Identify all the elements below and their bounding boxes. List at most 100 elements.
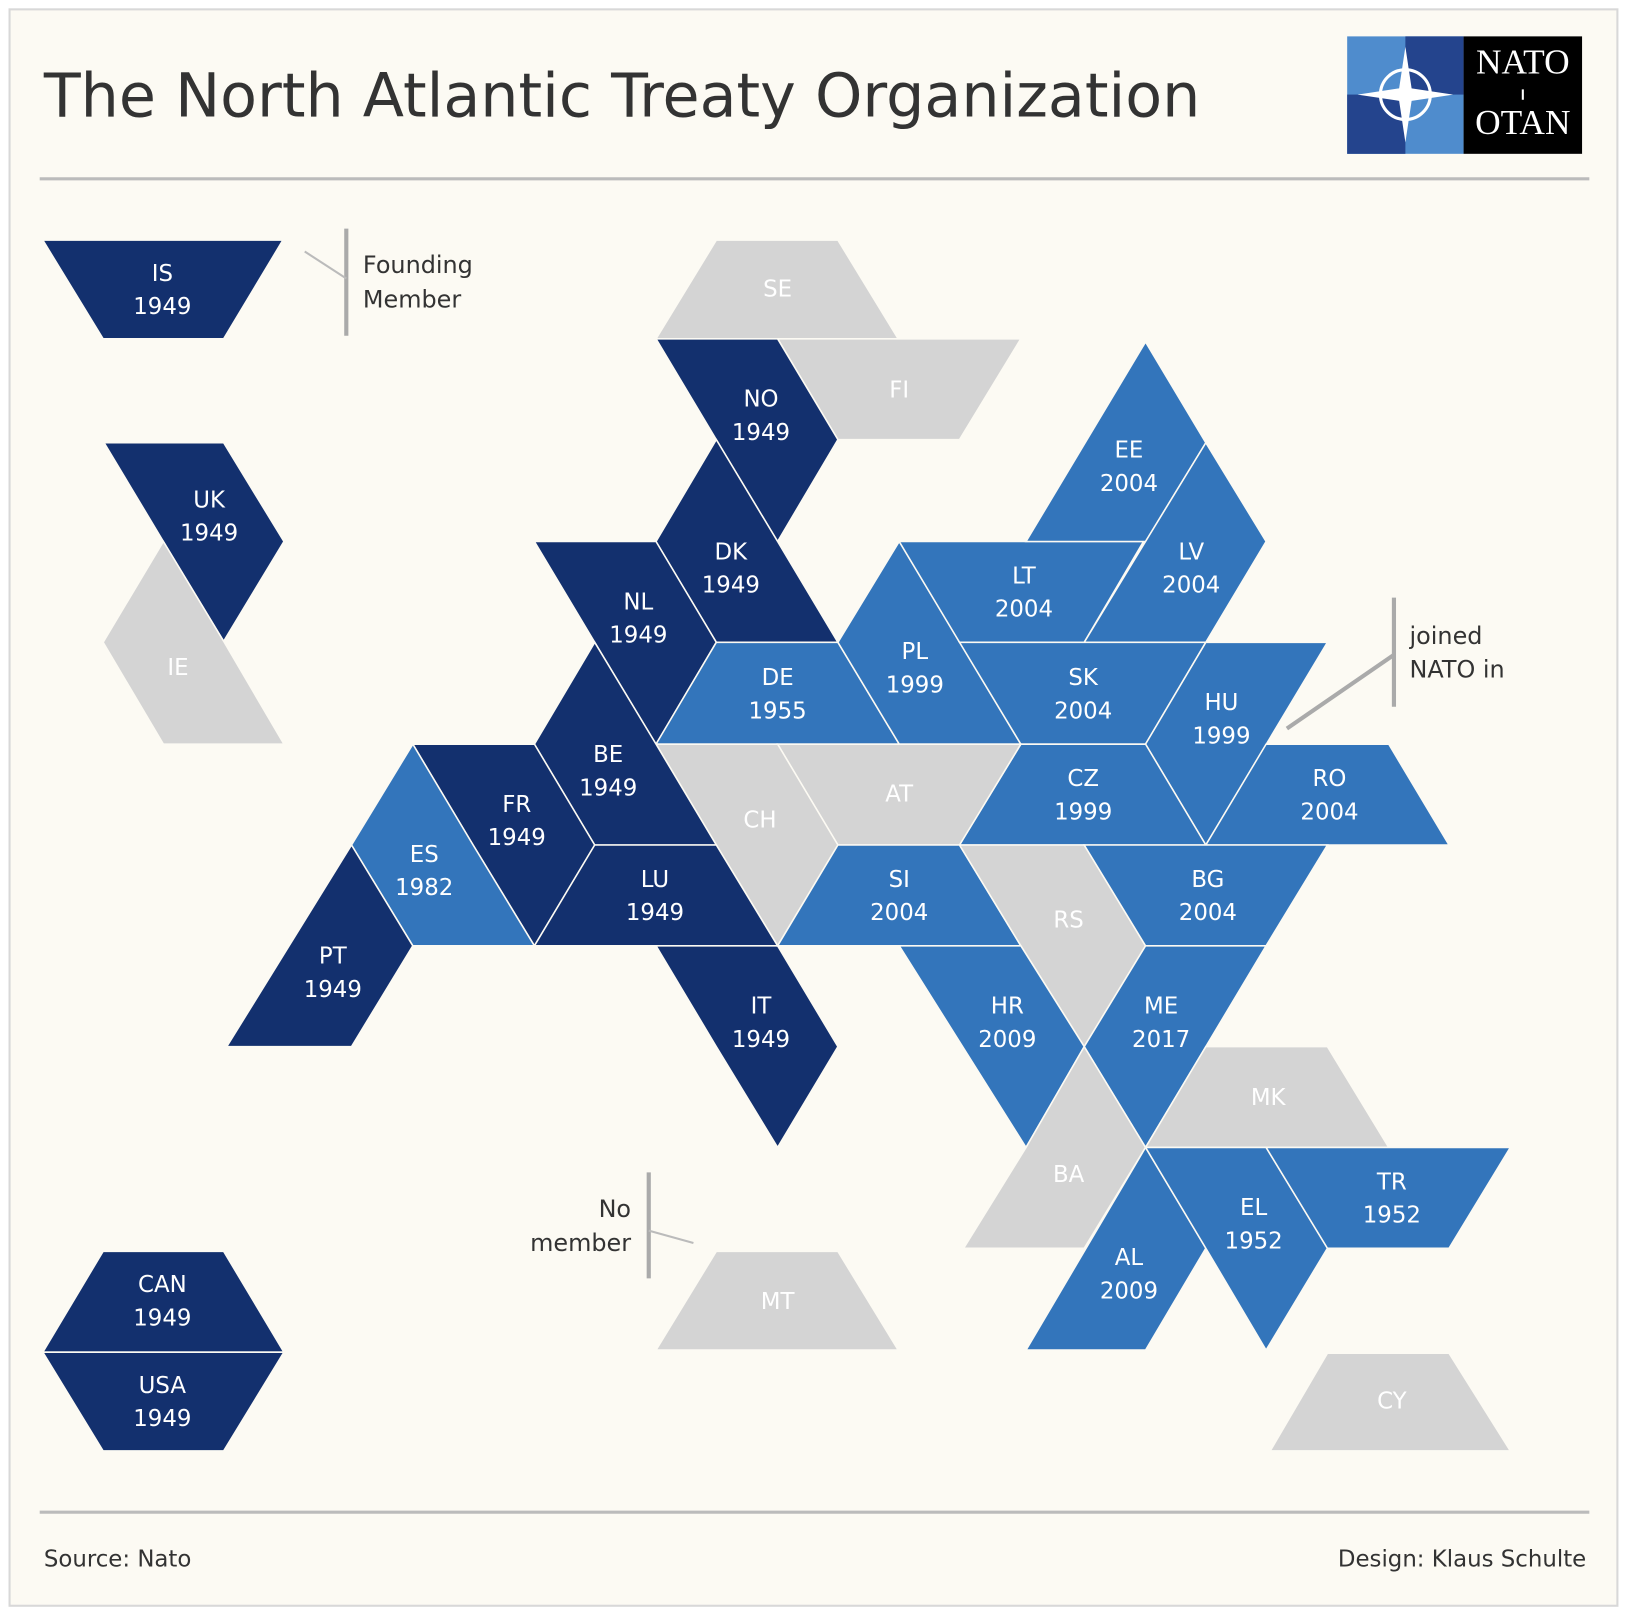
tile-shape	[962, 1045, 1147, 1250]
tile-shape	[102, 441, 285, 643]
tile: NO 1949	[654, 338, 839, 544]
logo-blue-dark	[1405, 36, 1464, 95]
tile-year: 1999	[1192, 723, 1250, 749]
tile: DE 1955	[654, 641, 901, 745]
tile-year: 1949	[304, 977, 362, 1003]
tile-year: 2009	[1100, 1278, 1158, 1304]
tile-year: 1955	[749, 698, 807, 724]
tile-shape	[225, 843, 414, 1048]
tile-year: 2004	[995, 597, 1053, 623]
annotation: member	[530, 1229, 631, 1257]
tile-shape	[350, 742, 536, 947]
logo-blue-dark	[1347, 94, 1406, 154]
tile-shape	[654, 338, 839, 544]
tile-code: SI	[889, 867, 910, 893]
tile-year: 1949	[732, 420, 790, 446]
tile-shape	[41, 239, 285, 340]
tile-code: ES	[410, 842, 439, 868]
tile-code: USA	[139, 1373, 187, 1399]
tile: SK 2004	[958, 641, 1208, 745]
tile-year: 1999	[1054, 799, 1112, 825]
tile: AL 2009	[1024, 1145, 1207, 1351]
tiles: IS 1949 UK 1949 IE SE FI NO 1949 DK 1949 NL 1949 DE 19…	[41, 239, 1512, 1452]
annotation: NATO in	[1410, 655, 1505, 683]
footer-source: Source: Nato	[44, 1547, 192, 1573]
tile-year: 1949	[180, 521, 238, 547]
tile: ME 2017	[1083, 945, 1268, 1149]
tile: USA 1949	[41, 1351, 286, 1452]
tile-code: BA	[1053, 1162, 1085, 1188]
logo-star	[1357, 46, 1454, 143]
tile: UK 1949	[102, 441, 285, 643]
tile: EE 2004	[1024, 340, 1207, 543]
footer-design: Design: Klaus Schulte	[1338, 1547, 1586, 1573]
tile: MT	[654, 1250, 900, 1351]
logo-otan: OTAN	[1475, 103, 1570, 142]
tile-code: SE	[763, 276, 792, 302]
tile-code: RO	[1313, 766, 1347, 792]
tile-code: HR	[991, 994, 1024, 1020]
tile-code: TR	[1376, 1169, 1407, 1195]
tile-year: 1949	[488, 825, 546, 851]
tile-code: UK	[193, 487, 226, 513]
tile: BE 1949	[533, 640, 718, 846]
tile-code: IE	[167, 655, 188, 681]
tile-year: 1982	[395, 875, 453, 901]
tile-shape	[41, 1351, 286, 1452]
tile-year: 1949	[702, 573, 760, 599]
tile-year: 2004	[1100, 471, 1158, 497]
tile: DK 1949	[655, 438, 840, 644]
logo: NATO OTAN	[1347, 36, 1583, 154]
tile: CZ 1999	[958, 743, 1208, 846]
tile: IE	[102, 539, 286, 745]
tile-code: MT	[761, 1289, 796, 1315]
tile-year: 1949	[732, 1027, 790, 1053]
tile-year: 2017	[1132, 1027, 1190, 1053]
annotation-leader	[1285, 653, 1396, 731]
tile-year: 1952	[1225, 1228, 1283, 1254]
tile: LU 1949	[533, 844, 780, 947]
tile-code: HU	[1204, 690, 1238, 716]
tile: EL 1952	[1144, 1146, 1329, 1352]
annotation-leader	[304, 250, 347, 280]
tile-code: FI	[889, 377, 909, 403]
tile-shape	[1144, 1146, 1329, 1352]
annotation: Member	[363, 285, 461, 313]
tile-code: IS	[152, 261, 173, 287]
tile: BA	[962, 1045, 1147, 1250]
tile-year: 1949	[133, 294, 191, 320]
tile: IS 1949	[41, 239, 285, 340]
tile-year: 2004	[870, 900, 928, 926]
tile-year: 1949	[133, 1406, 191, 1432]
tile: CAN 1949	[41, 1250, 286, 1353]
tile-year: 1949	[133, 1305, 191, 1331]
tile-code: LU	[641, 867, 669, 893]
tile-code: AL	[1115, 1245, 1144, 1271]
tile-year: 1949	[626, 900, 684, 926]
tile: LV 2004	[1082, 441, 1268, 644]
tile: RO 2004	[1204, 743, 1451, 846]
tile-code: CZ	[1067, 766, 1099, 792]
tile-code: DE	[762, 665, 794, 691]
tile-code: CY	[1377, 1389, 1408, 1415]
annotation-leader	[648, 1229, 694, 1245]
annotation: Founding	[363, 251, 473, 279]
tile-year: 2009	[978, 1027, 1036, 1053]
tile-shape	[654, 945, 839, 1149]
title: The North Atlantic Treaty Organization	[43, 61, 1200, 131]
tile-year: 2004	[1300, 799, 1358, 825]
tile-code: EE	[1114, 438, 1143, 464]
annotations: Founding Member joined NATO in No member	[304, 228, 1505, 1279]
tile-code: EL	[1240, 1195, 1267, 1221]
annotation: No	[599, 1195, 632, 1223]
tile-shape	[1264, 1146, 1512, 1250]
tile: SI 2004	[776, 844, 1023, 947]
tile: IT 1949	[654, 945, 839, 1149]
tile: HR 2009	[897, 945, 1086, 1149]
tile-code: LV	[1178, 539, 1204, 565]
tile-code: DK	[715, 539, 749, 565]
tile-shape	[1268, 1352, 1512, 1452]
tile-code: IT	[751, 994, 773, 1020]
